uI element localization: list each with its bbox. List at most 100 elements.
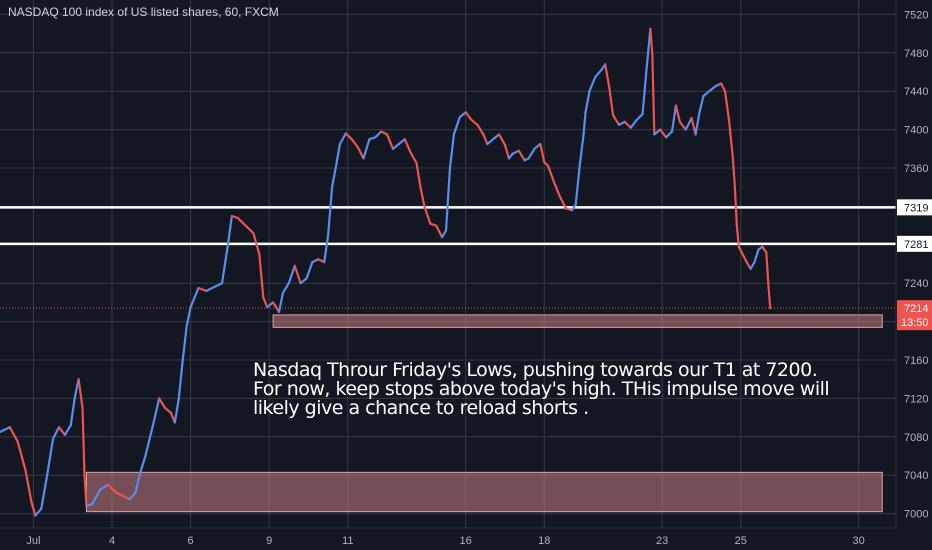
series-segment <box>448 133 455 170</box>
series-segment <box>57 426 66 436</box>
last-price-tag: 7214 13:50 <box>897 300 932 331</box>
series-segment <box>464 111 473 122</box>
series-segment <box>745 260 752 270</box>
series-segment <box>189 286 200 309</box>
series-segment <box>659 128 668 139</box>
y-tick-label: 7480 <box>904 48 928 60</box>
series-segment <box>517 149 526 162</box>
series-segment <box>767 282 772 310</box>
series-segment <box>181 325 188 362</box>
series-segment <box>334 142 342 168</box>
series-segment <box>128 491 137 501</box>
series-segment <box>34 507 43 517</box>
series-segment <box>99 483 110 491</box>
series-segment <box>46 437 55 477</box>
series-segment <box>374 130 383 139</box>
series-segment <box>344 132 353 141</box>
series-segment <box>236 216 247 227</box>
series-segment <box>281 282 290 294</box>
series-segment <box>30 500 37 517</box>
series-segment <box>258 253 265 299</box>
series-segment <box>582 111 587 136</box>
y-tick-label: 7120 <box>904 393 928 405</box>
annotation-text: Nasdaq Throur Friday's Lows, pushing tow… <box>253 361 893 418</box>
series-segment <box>338 132 347 146</box>
series-segment <box>635 113 644 122</box>
x-tick-label: 18 <box>538 535 550 547</box>
countdown-text: 13:50 <box>901 317 929 329</box>
level-label-box <box>897 235 932 252</box>
series-segment <box>323 234 330 264</box>
series-segment <box>362 138 371 160</box>
series-segment <box>482 133 489 146</box>
series-segment <box>731 157 736 189</box>
series-segment <box>727 118 735 160</box>
series-segment <box>106 483 118 494</box>
series-segment <box>197 286 208 292</box>
series-segment <box>527 147 536 160</box>
series-segment <box>649 27 654 56</box>
series-segment <box>356 145 365 160</box>
series-segment <box>173 397 180 424</box>
y-tick-label: 7040 <box>904 470 928 482</box>
series-segment <box>40 474 49 510</box>
y-tick-label: 7360 <box>904 163 928 175</box>
series-segment <box>244 224 255 235</box>
x-tick-label: 4 <box>109 535 115 547</box>
annotation-line-3: likely give a chance to reload shorts . <box>253 397 589 419</box>
series-segment <box>594 68 603 78</box>
series-segment <box>737 245 744 256</box>
zones <box>85 314 883 513</box>
series-segment <box>588 75 597 93</box>
x-tick-label: 25 <box>735 535 747 547</box>
series-segment <box>397 138 406 146</box>
y-tick-label: 7400 <box>904 125 928 137</box>
annotation-line-2: For now, keep stops above today's high. … <box>253 378 830 400</box>
series-segment <box>690 116 697 136</box>
series-segment <box>185 306 192 328</box>
series-segment <box>665 130 674 139</box>
support-zone-1[interactable] <box>272 314 883 328</box>
series-segment <box>391 142 400 150</box>
series-segment <box>574 164 581 206</box>
x-tick-label: 11 <box>342 535 353 547</box>
series-segment <box>266 301 275 309</box>
series-segment <box>277 291 285 314</box>
y-tick-label: 7240 <box>904 278 928 290</box>
series-segment <box>287 264 296 285</box>
series-segment <box>674 104 681 124</box>
horizontal-levels[interactable] <box>0 206 896 309</box>
series-segment <box>293 264 302 285</box>
x-tick-label: 16 <box>460 535 472 547</box>
series-segment <box>77 378 84 410</box>
y-tick-label: 7000 <box>904 509 928 521</box>
series-segment <box>749 260 756 270</box>
x-tick-label: 6 <box>188 535 194 547</box>
series-segment <box>444 166 452 232</box>
y-tick-label: 7160 <box>904 355 928 367</box>
y-tick-label: 7080 <box>904 432 928 444</box>
level-label-text: 7281 <box>904 239 928 251</box>
series-segment <box>63 424 72 436</box>
series-segment <box>735 224 740 248</box>
series-segment <box>330 164 338 189</box>
support-zone-2[interactable] <box>85 471 883 513</box>
price-axis[interactable]: 7000704070807120716072007240728073207360… <box>895 0 932 528</box>
series-segment <box>51 426 61 440</box>
series-segment <box>158 397 167 410</box>
series-segment <box>723 90 731 122</box>
series-segment <box>144 430 153 458</box>
series-segment <box>83 474 88 508</box>
series-segment <box>262 296 269 309</box>
series-segment <box>670 104 678 133</box>
time-axis[interactable]: Jul 4 6 9 11 16 18 23 25 30 <box>0 527 896 547</box>
price-series <box>0 27 772 517</box>
series-segment <box>608 85 615 117</box>
series-segment <box>653 128 662 136</box>
series-segment <box>578 133 585 168</box>
level-label-text: 7319 <box>904 202 928 214</box>
series-segment <box>299 277 308 285</box>
x-tick-label: Jul <box>26 535 40 547</box>
